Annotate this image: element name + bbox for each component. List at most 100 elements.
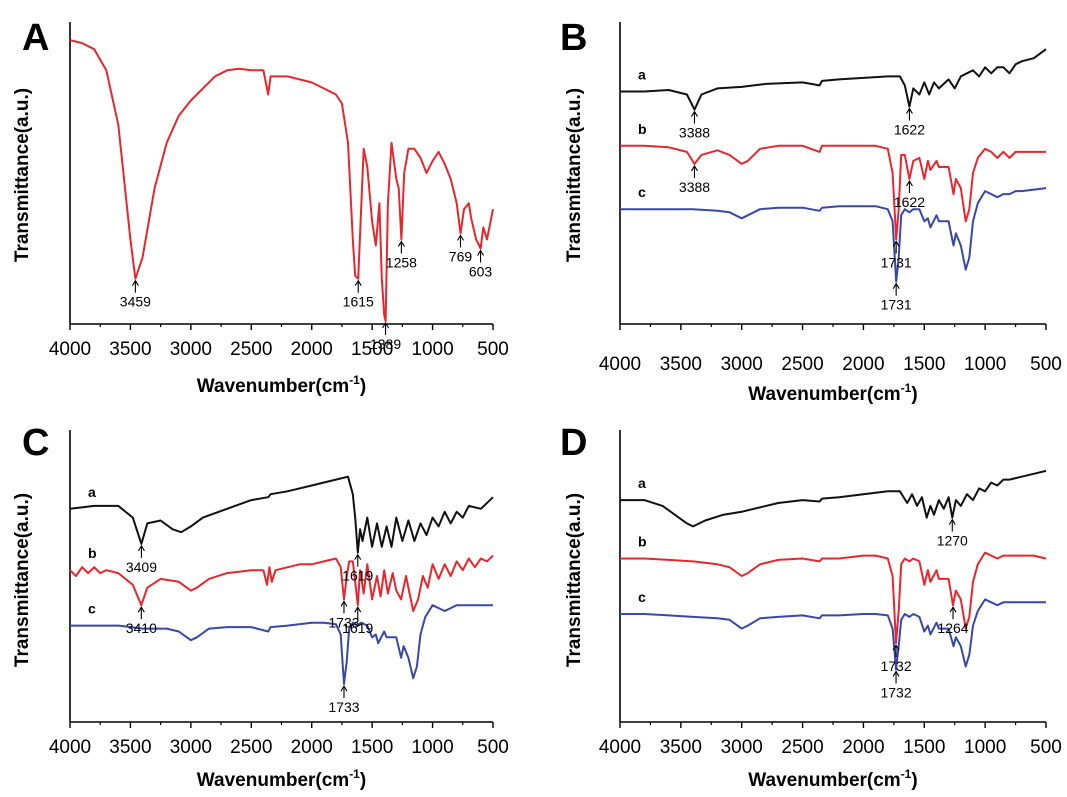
annotation-arrowhead — [340, 600, 348, 607]
series-line-b — [620, 551, 1047, 645]
x-tick-label: 1000 — [964, 737, 1006, 758]
panel-b: B 4000 3500 3000 2500 2000 1500 1000 500 Wavenumb… — [560, 17, 1062, 405]
x-tick-label: 4000 — [49, 737, 91, 758]
x-axis-title: Wavenumber(cm-1) — [197, 373, 366, 397]
x-tick-label: 1000 — [411, 737, 453, 758]
x-tick-label: 500 — [477, 339, 509, 360]
annotation-arrowhead — [137, 544, 145, 552]
x-tick-label: 1500 — [351, 339, 393, 360]
x-tick-label: 3000 — [170, 737, 212, 758]
x-tick-label: 3500 — [660, 354, 702, 375]
series-tag-b: b — [638, 121, 647, 137]
panel-letter: C — [22, 422, 49, 464]
series-tag-a: a — [88, 484, 96, 500]
annotation-arrowhead — [905, 179, 913, 187]
peak-label: 1619 — [342, 620, 373, 636]
annotation-arrowhead — [892, 282, 900, 290]
series-line-c — [620, 598, 1046, 671]
peak-label: 3409 — [126, 559, 157, 575]
annotation-arrowhead — [457, 234, 464, 241]
peak-label: 1615 — [343, 294, 374, 310]
series-tag-a: a — [638, 66, 646, 82]
x-tick-label: 2500 — [781, 737, 823, 758]
x-tick-label: 1500 — [351, 737, 393, 758]
panel-letter: B — [560, 17, 587, 59]
peak-label: 1622 — [894, 194, 925, 210]
x-tick-label: 2500 — [781, 354, 823, 375]
annotation-arrowhead — [892, 670, 900, 677]
annotation-arrowhead — [905, 107, 913, 114]
x-axis-title: Wavenumber(cm-1) — [748, 381, 917, 405]
series-line-b — [620, 144, 1046, 241]
x-tick-label: 2500 — [230, 737, 272, 758]
peak-label: 1264 — [937, 620, 968, 636]
x-tick-label: 3000 — [721, 737, 763, 758]
series-line-a — [620, 48, 1047, 111]
series-tag-b: b — [638, 533, 647, 549]
peak-label: 1731 — [881, 297, 912, 313]
annotation-arrowhead — [397, 240, 405, 247]
peak-label: 603 — [469, 264, 493, 280]
series-tag-c: c — [638, 184, 646, 200]
peak-label: 1731 — [881, 254, 912, 270]
x-tick-label: 500 — [477, 737, 509, 758]
x-axis-title: Wavenumber(cm-1) — [748, 767, 917, 791]
annotation-arrowhead — [948, 518, 956, 525]
x-tick-label: 4000 — [599, 354, 641, 375]
annotation-arrowhead — [382, 321, 390, 329]
y-axis-title: Transmittance(a.u.) — [12, 493, 33, 667]
peak-label: 1619 — [342, 568, 373, 584]
panel-d: D 4000 3500 3000 2500 2000 1500 1000 500 Wavenumb… — [560, 422, 1062, 791]
annotation-arrowhead — [892, 644, 900, 651]
annotation-arrowhead — [477, 249, 485, 256]
x-tick-label: 1000 — [411, 339, 453, 360]
y-axis-title: Transmittance(a.u.) — [12, 88, 33, 262]
x-tick-label: 4000 — [599, 737, 641, 758]
peak-label: 769 — [449, 248, 473, 264]
x-tick-label: 1000 — [964, 354, 1006, 375]
series-tag-a: a — [638, 475, 646, 491]
annotation-arrowhead — [892, 240, 900, 247]
peak-label: 3388 — [679, 125, 710, 141]
peak-label: 1733 — [328, 614, 359, 630]
x-tick-label: 1500 — [903, 354, 945, 375]
series-tag-c: c — [88, 601, 96, 617]
series-tag-c: c — [638, 589, 646, 605]
x-tick-label: 2500 — [230, 339, 272, 360]
annotation-arrowhead — [949, 606, 957, 613]
x-tick-label: 2000 — [842, 354, 884, 375]
annotation-arrowhead — [340, 684, 348, 692]
annotation-arrowhead — [131, 279, 139, 286]
panel-c: C 4000 3500 3000 2500 2000 1500 1000 500 Wavenumb… — [12, 422, 509, 791]
series-line-a — [620, 469, 1047, 528]
x-tick-label: 3000 — [170, 339, 212, 360]
annotation-arrowhead — [354, 606, 362, 613]
peak-label: 1733 — [328, 699, 359, 715]
y-axis-title: Transmittance(a.u.) — [564, 493, 585, 667]
panel-letter: D — [560, 422, 587, 464]
y-axis-title: Transmittance(a.u.) — [564, 88, 585, 262]
series-line-b — [69, 554, 494, 612]
x-tick-label: 1500 — [903, 737, 945, 758]
series-line-main — [69, 39, 494, 322]
peak-label: 3410 — [126, 620, 157, 636]
series-line-c — [70, 604, 493, 685]
peak-label: 1270 — [937, 533, 968, 549]
x-tick-label: 3500 — [109, 737, 151, 758]
series-line-a — [69, 475, 494, 554]
peak-label: 3459 — [120, 294, 151, 310]
x-tick-label: 3500 — [660, 737, 702, 758]
peak-label: 1622 — [894, 122, 925, 138]
x-tick-label: 500 — [1030, 737, 1062, 758]
series-line-c — [620, 187, 1047, 283]
x-tick-label: 500 — [1030, 354, 1062, 375]
panel-a: A 4000 3500 3000 2500 2000 1500 1000 500 Wavenumb… — [12, 17, 509, 397]
annotation-arrowhead — [354, 279, 362, 286]
x-tick-label: 2000 — [842, 737, 884, 758]
panel-letter: A — [22, 17, 49, 59]
x-axis-title: Wavenumber(cm-1) — [197, 767, 366, 791]
x-tick-label: 4000 — [49, 339, 91, 360]
annotation-arrowhead — [354, 553, 362, 560]
x-tick-label: 3000 — [721, 354, 763, 375]
